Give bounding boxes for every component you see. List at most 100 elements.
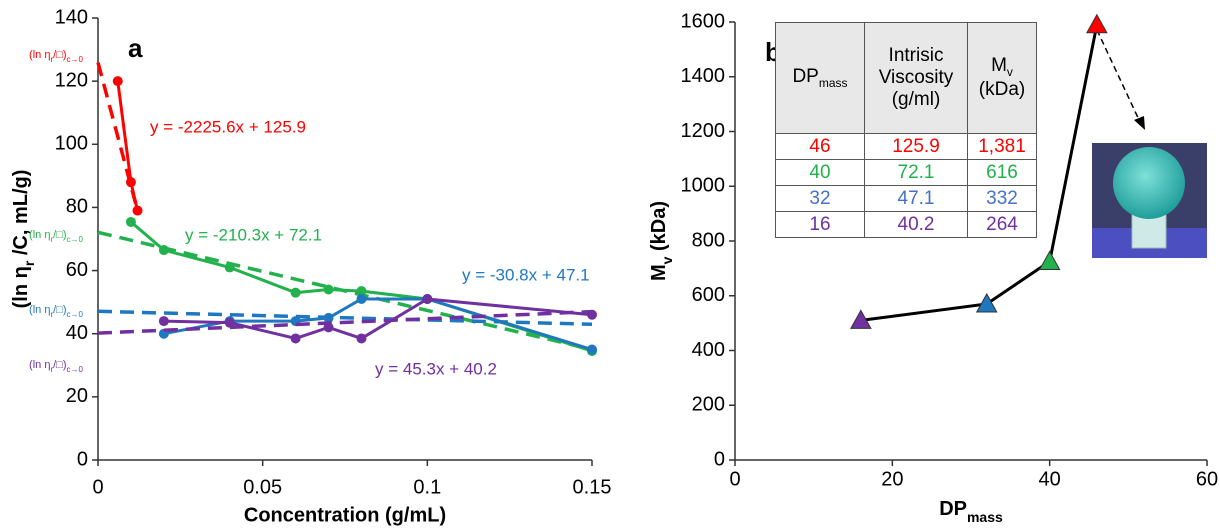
y-tick-label: 400	[692, 339, 725, 361]
header-cell: Mv (kDa)	[967, 22, 1037, 134]
x-axis-label: DPmass	[939, 498, 1003, 524]
trend-line	[96, 62, 140, 212]
marker	[323, 312, 334, 323]
table-cell: 1,381	[967, 133, 1037, 160]
y-tick-label: 200	[692, 394, 725, 416]
marker	[224, 262, 235, 273]
table-cell: 72.1	[864, 159, 968, 186]
table-row: 40 72.1 616	[775, 159, 1037, 186]
table-cell: 264	[967, 211, 1037, 238]
text-part: /□)	[53, 304, 66, 316]
marker	[356, 293, 367, 304]
y-tick-label: 0	[714, 448, 725, 470]
intercept-label: (ln ηr/□)c→0	[29, 229, 83, 244]
y-tick-label: 120	[55, 69, 88, 91]
marker	[290, 333, 301, 344]
y-tick-label: 0	[77, 448, 88, 470]
subscript: mass	[967, 509, 1003, 525]
series-line	[116, 80, 139, 211]
table-cell: 40.2	[864, 211, 968, 238]
panel-label: a	[128, 33, 143, 63]
text-part: (ln η	[29, 359, 50, 371]
series-line	[860, 24, 1099, 322]
header-row: DPmass Intrisic Viscosity (g/ml) Mv (kDa)	[775, 22, 1037, 134]
marker	[224, 317, 235, 328]
x-tick-label: 0.1	[413, 476, 441, 498]
x-tick-label: 20	[881, 468, 903, 490]
text-part: M	[991, 55, 1007, 77]
arrow	[1096, 29, 1141, 123]
table-cell: 47.1	[864, 185, 968, 212]
subscript: r	[50, 235, 53, 244]
marker	[356, 286, 367, 297]
arrow-head	[1134, 116, 1145, 130]
table-cell: 616	[967, 159, 1037, 186]
photo-inset	[1092, 143, 1207, 258]
subscript: mass	[818, 75, 848, 90]
text-part: M	[648, 264, 670, 281]
y-axis-label: Mv (kDa)	[648, 201, 674, 281]
equation: y = -30.8x + 47.1	[462, 265, 590, 284]
table-cell: 332	[967, 185, 1037, 212]
x-tick-label: 0.15	[573, 476, 612, 498]
marker	[587, 309, 597, 320]
marker	[422, 293, 433, 304]
y-tick-label: 800	[692, 229, 725, 251]
y-tick-label: 40	[66, 322, 88, 344]
subscript: v	[659, 256, 675, 264]
marker	[125, 177, 136, 188]
table-row: 46 125.9 1,381	[775, 133, 1037, 160]
y-axis-label: (ln ηr /C, mL/g)	[10, 170, 36, 309]
trend-line	[97, 309, 593, 335]
marker	[158, 245, 169, 256]
x-tick-label: 0	[92, 476, 103, 498]
text-part: (ln η	[29, 49, 50, 61]
y-tick-label: 1600	[681, 10, 726, 32]
subscript: r	[21, 260, 37, 266]
marker	[1086, 13, 1108, 34]
y-tick-label: 60	[66, 259, 88, 281]
text-part: /C, mL/g)	[10, 170, 32, 261]
x-tick-label: 0	[729, 468, 740, 490]
header-cell: DPmass	[775, 22, 865, 134]
subscript: c→0	[67, 310, 84, 319]
y-tick-label: 600	[692, 284, 725, 306]
table-cell: 46	[775, 133, 865, 160]
header-cell: Intrisic Viscosity (g/ml)	[864, 22, 968, 134]
table-cell: 16	[775, 211, 865, 238]
marker	[975, 292, 998, 313]
marker	[323, 322, 334, 333]
text-part: (kDa)	[648, 201, 670, 257]
marker	[290, 287, 301, 298]
marker	[158, 316, 169, 327]
text-part: DP	[939, 498, 967, 520]
subscript: r	[50, 365, 53, 374]
y-tick-label: 20	[66, 385, 88, 407]
text-part: (ln η	[10, 266, 32, 308]
intercept-label: (ln ηr/□)c→0	[29, 359, 83, 374]
intercept-label: (ln ηr/□)c→0	[29, 49, 83, 64]
y-tick-label: 140	[55, 6, 88, 28]
subscript: c→0	[67, 365, 84, 374]
equation: y = -210.3x + 72.1	[185, 225, 322, 244]
x-axis-label: Concentration (g/mL)	[244, 504, 446, 526]
marker	[125, 216, 136, 227]
data-table: DPmass Intrisic Viscosity (g/ml) Mv (kDa) 4…	[775, 22, 1037, 238]
marker	[1038, 250, 1061, 271]
text-part: DP	[792, 66, 819, 88]
equation: y = 45.3x + 40.2	[375, 359, 497, 378]
subscript: c→0	[67, 55, 84, 64]
marker	[587, 344, 597, 355]
text-part: /□)	[53, 359, 66, 371]
subscript: c→0	[67, 235, 84, 244]
y-tick-label: 1400	[681, 65, 726, 87]
x-tick-label: 40	[1039, 468, 1061, 490]
subscript: v	[1006, 64, 1013, 79]
text-part: (ln η	[29, 304, 50, 316]
subscript: r	[50, 310, 53, 319]
marker	[323, 284, 334, 295]
intercept-label: (ln ηr/□)c→0	[29, 304, 83, 319]
trend-line	[97, 309, 593, 326]
